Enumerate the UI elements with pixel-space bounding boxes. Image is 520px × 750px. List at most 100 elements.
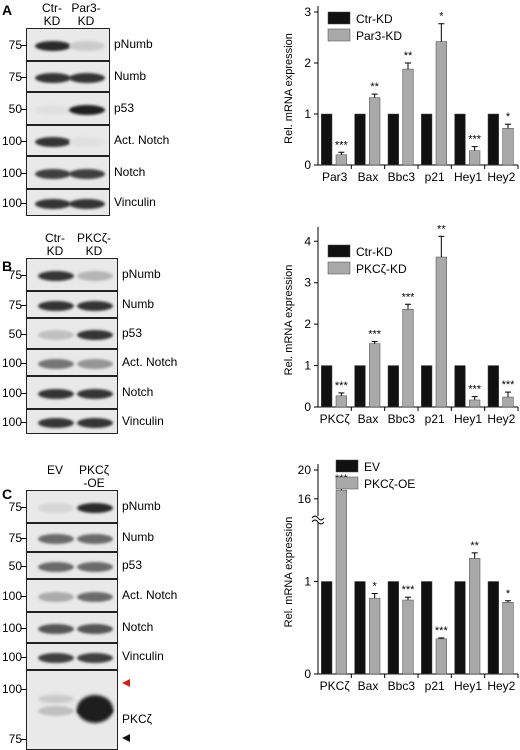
mw-marker: 50 [8,558,22,573]
bar [354,365,366,408]
mw-marker: 100 [1,649,22,664]
y-tick-label: 1 [304,359,311,373]
legend-swatch [327,11,351,25]
protein-band [38,417,74,428]
protein-band [38,561,74,572]
mw-marker: 75 [8,297,22,312]
protein-band [35,168,71,179]
protein-band [38,388,74,399]
protein-band [77,652,113,663]
protein-band [35,104,71,115]
x-tick-label: p21 [425,170,445,184]
panel-letter: A [2,2,13,18]
blot-label: Numb [114,68,147,83]
protein-band [38,358,74,369]
x-tick-label: Bbc3 [388,412,416,426]
significance-label: *** [402,291,416,303]
mw-tick [21,595,27,597]
significance-label: ** [470,540,479,552]
y-tick-label: 16 [298,492,312,506]
bar [469,399,481,408]
bar [335,395,347,408]
protein-band [69,104,105,115]
significance-label: *** [468,384,482,396]
bar [502,602,514,675]
legend-label: Par3-KD [356,29,402,43]
bar [402,599,414,675]
x-tick-label: Hey2 [487,412,515,426]
protein-band [77,329,113,340]
bar [321,581,333,675]
protein-band [38,270,74,281]
x-tick-label: Bax [358,170,379,184]
mw-marker: 75 [8,267,22,282]
blot-strip [26,612,118,643]
bar [387,113,399,166]
protein-band [77,300,113,311]
blot-label: Act. Notch [114,132,170,147]
blot-label: Notch [114,164,146,179]
mw-marker: 75 [8,499,22,514]
axis-break-mark [311,515,325,525]
protein-band [77,270,113,281]
legend-swatch [335,476,359,490]
x-tick-label: PKCζ [320,679,351,693]
blot-strip [26,376,118,409]
blot-label: Vinculin [122,648,164,663]
significance-label: ** [437,225,446,235]
mw-tick [21,76,27,78]
x-tick-label: Hey1 [454,170,482,184]
significance-label: *** [502,379,516,391]
protein-band [35,136,71,147]
significance-label: *** [335,139,349,151]
mw-marker: 100 [1,385,22,400]
significance-label: ** [404,50,413,62]
bar [454,581,466,675]
protein-band [38,300,74,311]
legend-label: Ctr-KD [356,12,393,26]
significance-label: ** [370,81,379,93]
mw-marker: 50 [8,101,22,116]
y-tick-label: 0 [304,400,311,414]
mw-marker: 100 [1,682,22,696]
lane-label: Ctr- KD [42,1,62,28]
x-tick-label: Hey1 [454,679,482,693]
protein-band [35,40,71,51]
blot-label: Notch [122,384,154,399]
mw-tick [21,565,27,567]
blot-label: Act. Notch [122,354,178,369]
mw-tick [21,739,27,740]
axis-break-gap [313,516,323,522]
mw-marker: 50 [8,326,22,341]
blot-label: p53 [122,325,143,340]
mw-marker: 100 [1,355,22,370]
protein-band [77,591,113,602]
blot-label: Vinculin [114,194,156,209]
legend-label: EV [364,460,380,474]
protein-band [69,198,105,209]
bar-chart-b: 0 1 2 3 4 Rel. mRNA expression *** PKCζ *** Bax **… [283,225,519,426]
blot-label: PKCζ [122,712,152,726]
mw-tick [21,656,27,658]
protein-band [77,358,113,369]
blot-strip [26,189,110,216]
y-tick-label: 20 [298,463,312,477]
x-tick-label: Bbc3 [388,679,416,693]
mw-marker: 100 [1,195,22,210]
mw-marker: 100 [1,414,22,429]
protein-band [77,388,113,399]
blot-strip [26,579,118,612]
blot-label: pNumb [122,266,161,281]
protein-band [77,561,113,572]
x-tick-label: Hey1 [454,412,482,426]
lane-label: PKCζ -OE [79,463,109,490]
mw-tick [21,333,27,335]
blot-strip [26,291,118,318]
bar [421,113,433,166]
legend-swatch [327,261,351,275]
legend-swatch [327,244,351,258]
protein-band [38,706,74,716]
mw-tick [21,140,27,142]
